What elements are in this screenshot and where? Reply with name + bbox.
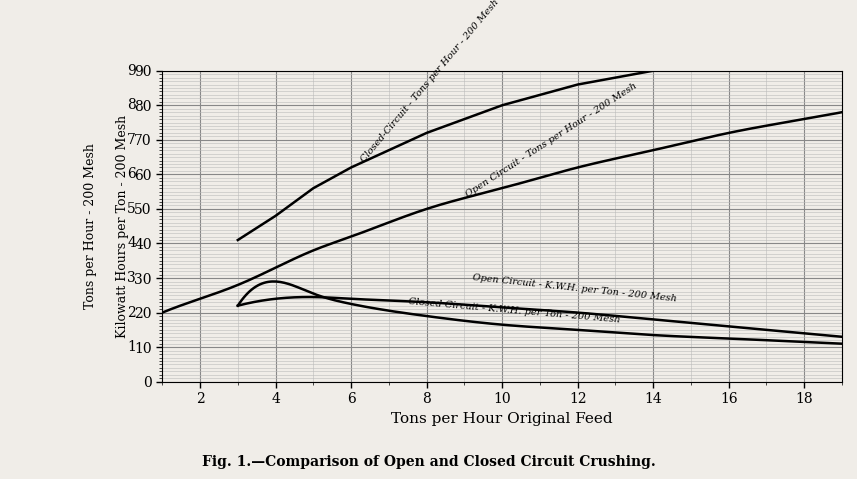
Text: 2: 2 — [128, 306, 136, 319]
Text: Fig. 1.—Comparison of Open and Closed Circuit Crushing.: Fig. 1.—Comparison of Open and Closed Ci… — [201, 456, 656, 469]
Text: 7: 7 — [128, 133, 136, 147]
Text: Open Circuit - K.W.H. per Ton - 200 Mesh: Open Circuit - K.W.H. per Ton - 200 Mesh — [472, 274, 677, 304]
Text: 1: 1 — [128, 340, 136, 354]
Text: Closed-Circuit - Tons per Hour - 200 Mesh: Closed-Circuit - Tons per Hour - 200 Mes… — [358, 0, 500, 164]
Y-axis label: Kilowatt Hours per Ton - 200 Mesh: Kilowatt Hours per Ton - 200 Mesh — [116, 114, 129, 338]
X-axis label: Tons per Hour Original Feed: Tons per Hour Original Feed — [392, 411, 613, 426]
Text: Tons per Hour - 200 Mesh: Tons per Hour - 200 Mesh — [84, 143, 97, 309]
Text: Closed Circuit - K.W.H. per Ton - 200 Mesh: Closed Circuit - K.W.H. per Ton - 200 Me… — [408, 297, 620, 325]
Text: 5: 5 — [128, 202, 136, 216]
Text: Open Circuit - Tons per Hour - 200 Mesh: Open Circuit - Tons per Hour - 200 Mesh — [464, 81, 639, 199]
Text: 9: 9 — [128, 64, 136, 78]
Text: 6: 6 — [128, 167, 136, 182]
Text: 4: 4 — [128, 237, 136, 251]
Text: 3: 3 — [128, 271, 136, 285]
Text: 8: 8 — [128, 98, 136, 112]
